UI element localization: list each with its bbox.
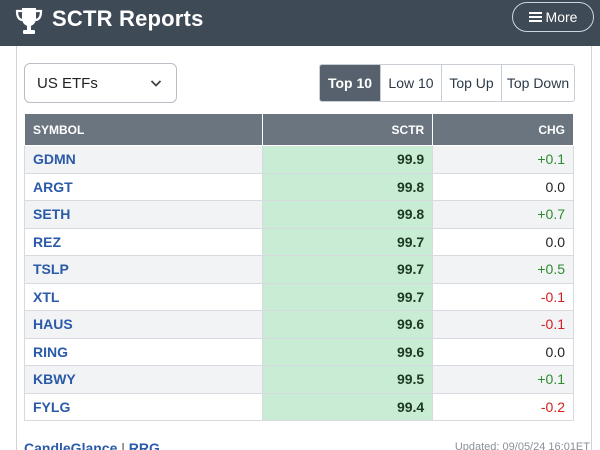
sctr-cell: 99.8	[261, 172, 434, 201]
chg-cell: 0.0	[432, 337, 574, 366]
table-row[interactable]: TSLP 99.7 +0.5	[24, 255, 574, 284]
symbol-cell[interactable]: FYLG	[24, 392, 263, 421]
symbol-cell[interactable]: HAUS	[24, 310, 263, 339]
report-panel	[16, 46, 592, 450]
tab-top-10[interactable]: Top 10	[320, 65, 380, 101]
table-row[interactable]: REZ 99.7 0.0	[24, 227, 574, 256]
chg-cell: -0.1	[432, 282, 574, 311]
tab-low-10[interactable]: Low 10	[380, 65, 441, 101]
footer-separator: |	[121, 440, 125, 450]
chevron-down-icon	[150, 80, 162, 87]
table-row[interactable]: XTL 99.7 -0.1	[24, 282, 574, 311]
tab-top-down[interactable]: Top Down	[501, 65, 574, 101]
sctr-cell: 99.4	[261, 392, 434, 421]
sctr-cell: 99.7	[261, 282, 434, 311]
symbol-cell[interactable]: REZ	[24, 227, 263, 256]
universe-select[interactable]: US ETFs	[24, 63, 177, 103]
sctr-cell: 99.9	[261, 145, 434, 174]
rrg-link[interactable]: RRG	[128, 440, 160, 450]
table-row[interactable]: FYLG 99.4 -0.2	[24, 392, 574, 421]
sctr-table: SYMBOL SCTR CHG GDMN 99.9 +0.1 ARGT 99.8 0.0 S…	[24, 113, 574, 421]
symbol-cell[interactable]: RING	[24, 337, 263, 366]
table-row[interactable]: SETH 99.8 +0.7	[24, 200, 574, 229]
sctr-cell: 99.6	[261, 337, 434, 366]
symbol-cell[interactable]: KBWY	[24, 365, 263, 394]
more-button[interactable]: More	[512, 2, 594, 32]
chg-cell: +0.5	[432, 255, 574, 284]
candleglance-link[interactable]: CandleGlance	[24, 440, 118, 450]
app-title: SCTR Reports	[52, 6, 204, 31]
chg-cell: +0.1	[432, 365, 574, 394]
chg-cell: 0.0	[432, 227, 574, 256]
table-header-row: SYMBOL SCTR CHG	[24, 113, 574, 146]
sctr-cell: 99.5	[261, 365, 434, 394]
universe-select-value: US ETFs	[37, 74, 98, 92]
column-header-symbol[interactable]: SYMBOL	[24, 113, 263, 146]
chg-cell: -0.2	[432, 392, 574, 421]
table-row[interactable]: ARGT 99.8 0.0	[24, 172, 574, 201]
table-row[interactable]: GDMN 99.9 +0.1	[24, 145, 574, 174]
symbol-cell[interactable]: ARGT	[24, 172, 263, 201]
updated-timestamp: Updated: 09/05/24 16:01ET	[454, 441, 590, 450]
trophy-icon	[15, 8, 43, 34]
report-tabs: Top 10 Low 10 Top Up Top Down	[319, 64, 575, 102]
chg-cell: -0.1	[432, 310, 574, 339]
column-header-sctr[interactable]: SCTR	[261, 113, 434, 146]
app-header: SCTR Reports More	[0, 0, 600, 46]
chg-cell: +0.1	[432, 145, 574, 174]
sctr-cell: 99.7	[261, 227, 434, 256]
chg-cell: 0.0	[432, 172, 574, 201]
sctr-cell: 99.8	[261, 200, 434, 229]
symbol-cell[interactable]: XTL	[24, 282, 263, 311]
table-row[interactable]: KBWY 99.5 +0.1	[24, 365, 574, 394]
more-button-label: More	[545, 9, 578, 25]
table-row[interactable]: HAUS 99.6 -0.1	[24, 310, 574, 339]
column-header-chg[interactable]: CHG	[432, 113, 574, 146]
menu-icon	[528, 12, 542, 22]
sctr-cell: 99.6	[261, 310, 434, 339]
footer-links: CandleGlance | RRG	[24, 440, 160, 450]
tab-top-up[interactable]: Top Up	[441, 65, 501, 101]
sctr-cell: 99.7	[261, 255, 434, 284]
symbol-cell[interactable]: TSLP	[24, 255, 263, 284]
chg-cell: +0.7	[432, 200, 574, 229]
table-row[interactable]: RING 99.6 0.0	[24, 337, 574, 366]
symbol-cell[interactable]: GDMN	[24, 145, 263, 174]
symbol-cell[interactable]: SETH	[24, 200, 263, 229]
